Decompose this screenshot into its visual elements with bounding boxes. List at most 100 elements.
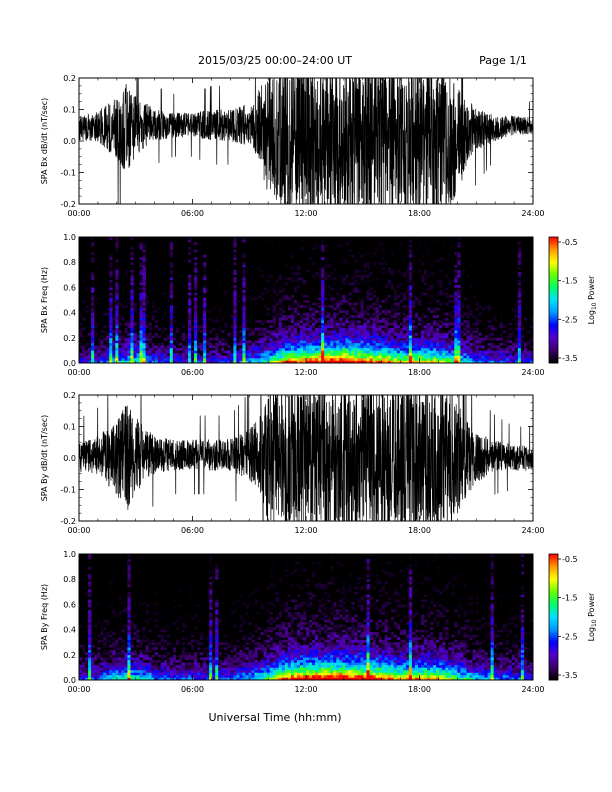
spectrogram-cell [242,677,246,680]
spectrogram-cell [414,350,419,354]
spectrogram-cell [296,302,301,306]
spectrogram-cell [309,325,313,329]
spectrogram-cell [209,599,213,603]
spectrogram-cell [296,277,301,281]
spectrogram-cell [124,287,128,291]
spectrogram-cell [109,642,113,646]
spectrogram-cell [399,330,404,334]
spectrogram-cell [387,347,392,351]
spectrogram-cell [121,674,125,678]
spectrogram-cell [118,601,122,605]
spectrogram-cell [269,294,274,298]
spectrogram-cell [511,332,516,336]
spectrogram-cell [242,579,246,583]
spectrogram-cell [115,292,119,296]
spectrogram-cell [197,342,201,346]
spectrogram-cell [175,669,180,673]
spectrogram-cell [124,647,128,651]
spectrogram-cell [342,279,346,283]
spectrogram-cell [169,307,174,311]
spectrogram-cell [348,322,352,326]
spectrogram-cell [197,325,201,329]
spectrogram-cell [445,357,449,361]
spectrogram-cell [372,325,376,329]
spectrogram-cell [348,337,352,341]
spectrogram-cell [272,287,277,291]
spectrogram-cell [369,360,373,363]
spectrogram-cell [166,352,171,356]
spectrogram-cell [339,337,343,341]
spectrogram-cell [357,337,361,341]
spectrogram-cell [184,657,189,661]
spectrogram-cell [284,357,289,361]
spectrogram-cell [293,320,298,323]
spectrogram-cell [142,667,146,671]
spectrogram-cell [209,581,213,585]
spectrogram-cell [203,647,207,651]
spectrogram-cell [266,672,270,676]
spectrogram-cell [184,350,189,354]
spectrogram-cell [360,310,364,313]
spectrogram-cell [290,337,295,341]
spectrogram-cell [445,237,449,240]
spectrogram-cell [427,345,431,349]
spectrogram-cell [148,337,152,341]
spectrogram-cell [505,357,510,361]
spectrogram-cell [478,350,482,354]
spectrogram-cell [469,330,473,334]
spectrogram-cell [233,237,237,240]
spectrogram-cell [172,320,177,323]
spectrogram-cell [275,350,280,354]
spectrogram-cell [472,352,476,356]
spectrogram-cell [91,315,95,318]
spectrogram-cell [396,307,401,311]
spectrogram-cell [233,347,237,351]
spectrogram-cell [272,345,277,349]
spectrogram-cell [336,357,340,361]
spectrogram-cell [130,357,134,361]
spectrogram-cell [384,337,389,341]
spectrogram-cell [257,352,261,356]
spectrogram-cell [172,611,177,615]
spectrogram-cell [187,297,192,301]
spectrogram-cell [85,591,89,595]
spectrogram-cell [197,317,201,321]
spectrogram-cell [342,352,346,356]
spectrogram-cell [466,342,470,346]
spectrogram-cell [178,264,183,268]
spectrogram-cell [287,320,292,323]
spectrogram-cell [197,619,201,623]
spectrogram-cell [402,347,407,351]
spectrogram-cell [239,357,243,361]
spectrogram-cell [130,355,134,359]
spectrogram-cell [260,664,264,668]
spectrogram-cell [148,639,152,643]
spectrogram-cell [254,672,258,676]
spectrogram-cell [321,325,325,329]
spectrogram-cell [163,355,168,359]
spectrogram-cell [342,337,346,341]
spectrogram-cell [200,317,204,321]
spectrogram-cell [454,322,458,326]
spectrogram-cell [411,355,416,359]
spectrogram-cell [436,347,440,351]
spectrogram-cell [194,287,198,291]
spectrogram-cell [287,307,292,311]
spectrogram-cell [302,337,307,341]
spectrogram-cell [390,277,395,281]
spectrogram-cell [284,342,289,346]
spectrogram-cell [278,357,283,361]
spectrogram-cell [526,330,531,334]
spectrogram-cell [315,284,319,288]
spectrogram-cell [517,292,522,296]
spectrogram-cell [145,637,149,640]
spectrogram-cell [454,330,458,334]
spectrogram-cell [121,335,125,339]
spectrogram-cell [472,337,476,341]
spectrogram-cell [233,664,237,668]
spectrogram-cell [457,244,461,248]
spectrogram-cell [269,637,274,640]
spectrogram-cell [284,360,289,363]
spectrogram-cell [490,300,494,303]
spectrogram-cell [124,664,128,668]
